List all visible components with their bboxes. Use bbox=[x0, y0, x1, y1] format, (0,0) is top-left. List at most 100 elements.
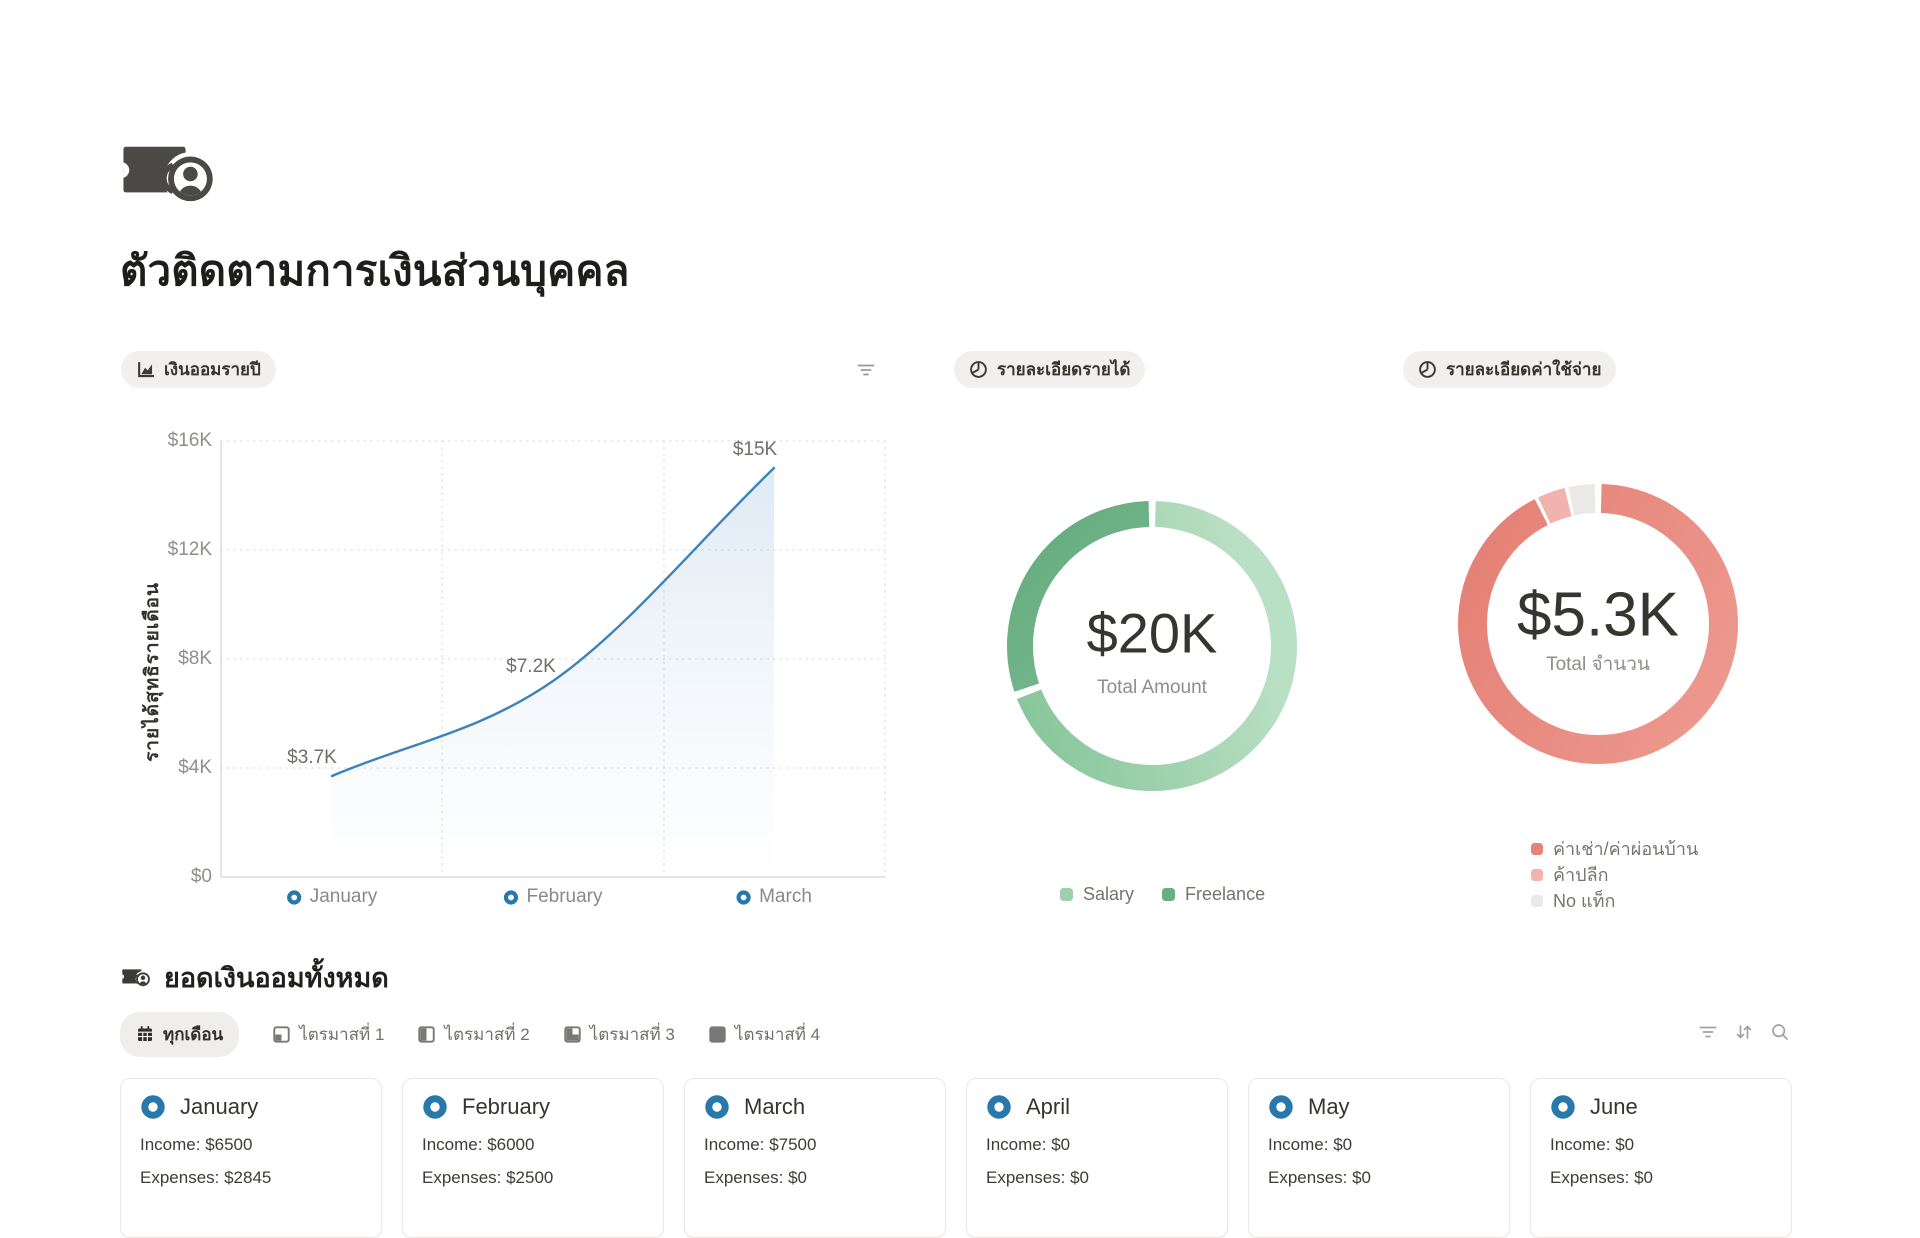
tab-label: ไตรมาสที่ 4 bbox=[734, 1024, 821, 1044]
filter-icon[interactable] bbox=[1698, 1022, 1718, 1042]
salary-swatch bbox=[1060, 888, 1073, 901]
card-month: January bbox=[180, 1094, 259, 1119]
retail-label: ค้าปลีก bbox=[1553, 865, 1609, 885]
data-label-march: $15K bbox=[732, 439, 778, 460]
salary-label: Salary bbox=[1083, 884, 1135, 904]
legend-label: March bbox=[759, 886, 812, 907]
savings-chart-badge-label: เงินออมรายปี bbox=[164, 360, 261, 379]
quarter-3-icon bbox=[563, 1025, 581, 1043]
rent-label: ค่าเช่า/ค่าผ่อนบ้าน bbox=[1553, 839, 1699, 859]
legend-item-january: January bbox=[287, 886, 378, 908]
summary-section-header: ยอดเงินออมทั้งหมด bbox=[122, 956, 389, 999]
card-month: March bbox=[744, 1094, 806, 1119]
summary-heading: ยอดเงินออมทั้งหมด bbox=[164, 963, 389, 993]
tab-quarter-1[interactable]: ไตรมาสที่ 1 bbox=[273, 1021, 384, 1048]
summary-toolbar bbox=[1698, 1022, 1790, 1042]
ring-dot-icon bbox=[503, 889, 519, 905]
ring-icon bbox=[141, 1095, 165, 1119]
card-expenses: Expenses: $2845 bbox=[140, 1168, 272, 1187]
expense-total: $5.3K bbox=[1516, 580, 1680, 650]
card-march[interactable]: March Income: $7500 Expenses: $0 bbox=[684, 1078, 946, 1238]
pie-chart-icon bbox=[1419, 361, 1436, 378]
tab-all-months[interactable]: ทุกเดือน bbox=[120, 1011, 240, 1057]
card-february[interactable]: February Income: $6000 Expenses: $2500 bbox=[402, 1078, 664, 1238]
y-axis-title: รายได้สุทธิรายเดือน bbox=[142, 582, 163, 762]
legend-item-salary: Salary bbox=[1060, 884, 1134, 905]
annual-savings-plot bbox=[220, 440, 886, 878]
y-tick: $0 bbox=[190, 866, 212, 887]
area-chart-icon bbox=[138, 362, 154, 378]
expense-chart-badge[interactable]: รายละเอียดค่าใช้จ่าย bbox=[1403, 351, 1617, 388]
card-month: May bbox=[1308, 1094, 1350, 1119]
expense-donut-chart bbox=[1458, 484, 1738, 764]
page-title: ตัวติดตามการเงินส่วนบุคคล bbox=[120, 247, 630, 294]
ring-icon bbox=[987, 1095, 1011, 1119]
card-income: Income: $7500 bbox=[704, 1135, 817, 1154]
ring-dot-icon bbox=[736, 889, 751, 905]
no-tag-label: No แท็ก bbox=[1553, 891, 1616, 911]
card-month: June bbox=[1590, 1094, 1638, 1119]
search-icon[interactable] bbox=[1770, 1022, 1790, 1042]
card-april[interactable]: April Income: $0 Expenses: $0 bbox=[966, 1078, 1228, 1238]
summary-tabs: ทุกเดือน ไตรมาสที่ 1 ไตรมาสที่ 2 ไตรมาสท… bbox=[120, 1011, 820, 1057]
income-donut-chart bbox=[1007, 501, 1297, 791]
card-month: April bbox=[1026, 1094, 1071, 1119]
card-income: Income: $0 bbox=[1268, 1135, 1353, 1154]
y-tick: $4K bbox=[178, 757, 212, 778]
tab-quarter-2[interactable]: ไตรมาสที่ 2 bbox=[418, 1021, 530, 1048]
calendar-icon bbox=[138, 1026, 152, 1041]
freelance-swatch bbox=[1162, 888, 1176, 901]
expense-total-caption: Total จำนวน bbox=[1546, 654, 1650, 675]
card-month: February bbox=[462, 1094, 551, 1119]
ring-icon bbox=[1551, 1095, 1575, 1119]
freelance-label: Freelance bbox=[1185, 884, 1266, 904]
rent-segment bbox=[1458, 484, 1738, 764]
card-expenses: Expenses: $0 bbox=[704, 1168, 808, 1187]
income-total: $20K bbox=[1086, 601, 1218, 665]
freelance-segment bbox=[1007, 501, 1297, 791]
expense-chart-badge-label: รายละเอียดค่าใช้จ่าย bbox=[1446, 360, 1602, 379]
legend-label: February bbox=[526, 886, 603, 907]
quarter-4-icon bbox=[709, 1025, 726, 1043]
card-expenses: Expenses: $0 bbox=[1550, 1168, 1654, 1187]
pie-chart-icon bbox=[970, 361, 987, 378]
legend-label: January bbox=[309, 886, 378, 907]
card-expenses: Expenses: $0 bbox=[1268, 1168, 1372, 1187]
ring-dot-icon bbox=[287, 889, 302, 905]
retail-swatch bbox=[1531, 868, 1543, 881]
no-tag-swatch bbox=[1531, 894, 1543, 907]
ring-icon bbox=[423, 1095, 447, 1119]
card-expenses: Expenses: $0 bbox=[986, 1168, 1090, 1187]
card-income: Income: $0 bbox=[986, 1135, 1071, 1154]
income-chart-badge[interactable]: รายละเอียดรายได้ bbox=[954, 351, 1146, 388]
tab-label: ไตรมาสที่ 2 bbox=[444, 1024, 530, 1044]
quarter-1-icon bbox=[273, 1025, 290, 1043]
card-income: Income: $6000 bbox=[422, 1135, 535, 1154]
legend-item-february: February bbox=[503, 886, 603, 908]
card-january[interactable]: January Income: $6500 Expenses: $2845 bbox=[120, 1078, 382, 1238]
annual-savings-chart: รายได้สุทธิรายเดือน $16K $12K $8K $4K $0… bbox=[120, 420, 886, 930]
legend-item-retail: ค้าปลีก bbox=[1531, 860, 1609, 889]
money-banknote-icon bbox=[122, 969, 152, 988]
y-tick: $12K bbox=[167, 539, 212, 560]
legend-item-freelance: Freelance bbox=[1162, 884, 1265, 905]
salary-segment bbox=[1007, 501, 1297, 791]
income-total-caption: Total Amount bbox=[1097, 677, 1207, 698]
tab-quarter-3[interactable]: ไตรมาสที่ 3 bbox=[563, 1021, 675, 1048]
tab-quarter-4[interactable]: ไตรมาสที่ 4 bbox=[709, 1021, 820, 1048]
tab-label: ไตรมาสที่ 1 bbox=[299, 1024, 385, 1044]
savings-chart-filter-icon[interactable] bbox=[856, 360, 876, 385]
data-label-january: $3.7K bbox=[287, 747, 337, 768]
card-june[interactable]: June Income: $0 Expenses: $0 bbox=[1530, 1078, 1792, 1238]
legend-item-rent: ค่าเช่า/ค่าผ่อนบ้าน bbox=[1531, 834, 1698, 863]
tab-label: ทุกเดือน bbox=[163, 1024, 224, 1044]
y-tick: $16K bbox=[167, 430, 212, 451]
card-may[interactable]: May Income: $0 Expenses: $0 bbox=[1248, 1078, 1510, 1238]
savings-line bbox=[330, 466, 776, 778]
income-chart-badge-label: รายละเอียดรายได้ bbox=[997, 360, 1131, 379]
month-cards: January Income: $6500 Expenses: $2845 Fe… bbox=[120, 1078, 1792, 1238]
savings-chart-badge[interactable]: เงินออมรายปี bbox=[121, 351, 276, 388]
tab-label: ไตรมาสที่ 3 bbox=[589, 1024, 675, 1044]
sort-icon[interactable] bbox=[1734, 1022, 1754, 1042]
ring-icon bbox=[705, 1095, 729, 1119]
